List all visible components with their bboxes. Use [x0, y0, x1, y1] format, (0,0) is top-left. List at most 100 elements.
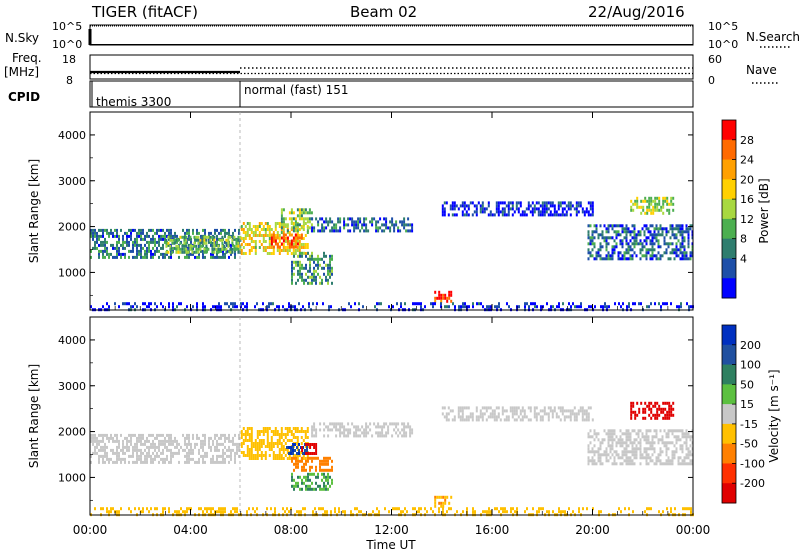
echo-cell: [683, 432, 686, 436]
echo-cell: [268, 234, 271, 237]
echo-cell: [394, 507, 396, 511]
nsky-panel: N.Sky 10^5 10^0 10^5 10^0 N.Search: [5, 20, 800, 51]
echo-cell: [184, 442, 186, 446]
echo-cell: [369, 422, 372, 426]
echo-cell: [391, 220, 394, 224]
echo-cell: [227, 241, 230, 245]
echo-cell: [529, 406, 532, 410]
echo-cell: [654, 404, 657, 408]
echo-cell: [202, 228, 204, 232]
echo-cell: [150, 442, 152, 446]
echo-cell: [639, 233, 642, 237]
echo-cell: [640, 199, 643, 203]
echo-cell: [211, 247, 214, 251]
echo-cell: [174, 436, 176, 440]
echo-cell: [196, 305, 198, 309]
echo-cell: [303, 251, 305, 255]
echo-cell: [96, 240, 98, 244]
echo-cell: [254, 249, 257, 252]
echo-cell: [136, 445, 138, 449]
echo-cell: [449, 409, 452, 413]
echo-cell: [681, 236, 684, 240]
echo-cell: [631, 459, 634, 463]
echo-cell: [651, 257, 654, 261]
echo-cell: [629, 435, 632, 439]
echo-cell: [268, 237, 271, 240]
velocity-ylabel: Slant Range [km]: [27, 364, 41, 468]
echo-cell: [272, 252, 275, 255]
echo-cell: [529, 210, 532, 214]
echo-cell: [641, 432, 644, 436]
echo-cell: [280, 231, 283, 234]
echo-cell: [177, 244, 180, 248]
echo-cell: [668, 413, 671, 417]
echo-cell: [347, 428, 350, 432]
echo-cell: [507, 207, 510, 211]
echo-cell: [587, 248, 590, 252]
echo-cell: [309, 260, 311, 264]
echo-cell: [645, 438, 648, 442]
echo-cell: [106, 507, 108, 511]
echo-cell: [228, 228, 230, 232]
echo-cell: [605, 248, 608, 252]
echo-cell: [169, 238, 172, 242]
echo-cell: [171, 241, 174, 245]
echo-cell: [254, 246, 257, 249]
echo-cell: [256, 457, 259, 460]
echo-cell: [90, 436, 92, 440]
echo-cell: [242, 427, 245, 430]
echo-cell: [298, 246, 301, 249]
echo-cell: [461, 412, 464, 416]
echo-cell: [282, 217, 285, 221]
echo-cell: [309, 452, 312, 455]
echo-cell: [112, 507, 114, 511]
echo-cell: [687, 453, 690, 457]
echo-cell: [443, 201, 446, 205]
echo-cell: [108, 510, 110, 514]
echo-cell: [317, 472, 319, 476]
echo-cell: [491, 409, 494, 413]
echo-cell: [307, 257, 309, 261]
echo-cell: [642, 410, 645, 414]
echo-cell: [403, 223, 406, 227]
echo-cell: [557, 204, 560, 208]
echo-cell: [304, 222, 307, 225]
echo-cell: [621, 227, 624, 231]
echo-cell: [687, 257, 690, 261]
echo-cell: [323, 487, 325, 491]
echo-cell: [635, 239, 638, 243]
echo-cell: [280, 448, 283, 451]
echo-cell: [331, 229, 334, 233]
echo-cell: [601, 441, 604, 445]
echo-cell: [297, 269, 299, 273]
echo-cell: [323, 468, 325, 472]
echo-cell: [592, 507, 594, 511]
echo-cell: [660, 208, 663, 212]
echo-cell: [162, 510, 164, 514]
echo-cell: [116, 246, 118, 250]
echo-cell: [276, 234, 279, 237]
echo-cell: [506, 510, 508, 514]
echo-cell: [329, 468, 331, 472]
echo-cell: [679, 227, 682, 231]
echo-cell: [645, 450, 648, 454]
echo-cell: [653, 450, 656, 454]
echo-cell: [330, 510, 332, 514]
echo-cell: [562, 302, 564, 306]
echo-cell: [411, 428, 414, 432]
echo-cell: [434, 296, 437, 300]
echo-cell: [176, 240, 178, 244]
echo-cell: [530, 302, 532, 306]
echo-cell: [108, 460, 110, 464]
echo-cell: [266, 439, 269, 442]
echo-cell: [567, 204, 570, 208]
echo-cell: [668, 416, 671, 420]
echo-cell: [202, 302, 204, 306]
echo-cell: [148, 246, 150, 250]
echo-cell: [361, 223, 364, 227]
echo-cell: [104, 228, 106, 232]
echo-cell: [226, 454, 228, 458]
echo-cell: [200, 439, 202, 443]
echo-cell: [686, 507, 688, 511]
echo-cell: [222, 255, 224, 259]
